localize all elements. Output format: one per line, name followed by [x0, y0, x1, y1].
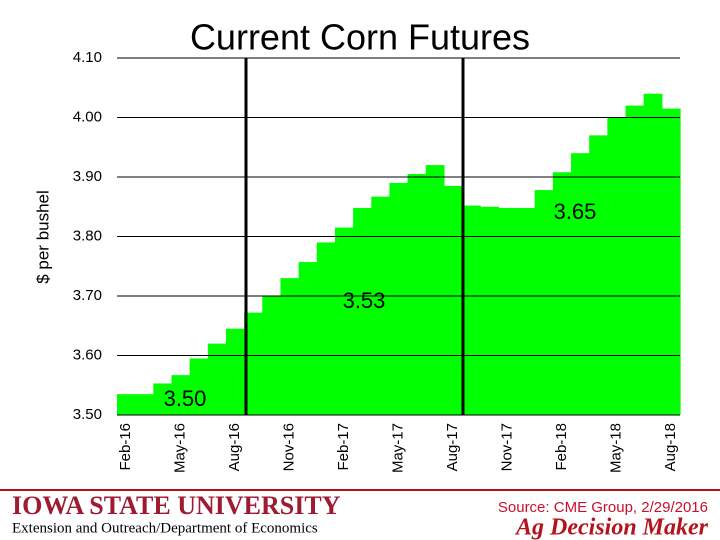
step-bar [298, 262, 318, 415]
y-axis-label: $ per bushel [33, 190, 52, 284]
annotation: 3.50 [164, 386, 207, 411]
plot-area [117, 93, 681, 415]
step-bar [534, 190, 554, 415]
department: Extension and Outreach/Department of Eco… [12, 520, 318, 536]
x-tick-label: Feb-18 [553, 423, 570, 471]
y-tick-label: 3.70 [73, 287, 102, 304]
step-bar [498, 207, 518, 415]
step-bar [407, 174, 427, 415]
step-bar [135, 394, 154, 415]
step-bar [117, 394, 136, 415]
step-bar [462, 205, 481, 415]
x-tick-label: Aug-17 [444, 423, 461, 471]
step-bar [480, 206, 499, 415]
y-tick-label: 3.50 [73, 406, 102, 423]
step-bar [189, 358, 209, 415]
step-bar [371, 196, 391, 415]
annotation: 3.65 [554, 199, 597, 224]
y-tick-label: 3.60 [73, 346, 102, 363]
step-bar [244, 312, 263, 415]
step-bar [225, 328, 245, 415]
step-bar [625, 105, 645, 415]
y-tick-label: 4.00 [73, 108, 102, 125]
x-tick-label: May-16 [172, 423, 189, 473]
step-bar [571, 153, 590, 415]
step-bar [353, 207, 372, 415]
y-tick-label: 3.90 [73, 168, 102, 185]
step-bar [316, 242, 336, 415]
step-bar [334, 227, 354, 415]
step-bar [153, 383, 173, 415]
chart-title: Current Corn Futures [190, 17, 530, 58]
step-bar [280, 278, 300, 415]
step-bar [552, 172, 572, 415]
y-tick-label: 3.80 [73, 227, 102, 244]
x-tick-label: Nov-16 [281, 423, 298, 471]
step-bar [589, 135, 608, 415]
step-bar [389, 182, 409, 415]
x-tick-label: May-17 [389, 423, 406, 473]
step-bar [207, 343, 227, 415]
step-bar [171, 375, 191, 415]
x-tick-label: Aug-16 [226, 423, 243, 471]
brand: Ag Decision Maker [514, 515, 709, 540]
x-tick-label: Aug-18 [662, 423, 679, 471]
step-bar [443, 185, 463, 415]
x-tick-label: Nov-17 [498, 423, 515, 471]
y-tick-label: 4.10 [73, 49, 102, 66]
step-bar [607, 117, 627, 415]
step-bar [425, 165, 445, 415]
source: Source: CME Group, 2/29/2016 [498, 499, 708, 516]
x-tick-label: May-18 [607, 423, 624, 473]
university: IOWA STATE UNIVERSITY [12, 491, 341, 520]
step-bar [516, 207, 536, 415]
x-tick-label: Feb-16 [117, 423, 134, 471]
step-bar [643, 93, 663, 415]
step-bar [661, 108, 681, 415]
annotation: 3.53 [343, 288, 386, 313]
x-tick-label: Feb-17 [335, 423, 352, 471]
